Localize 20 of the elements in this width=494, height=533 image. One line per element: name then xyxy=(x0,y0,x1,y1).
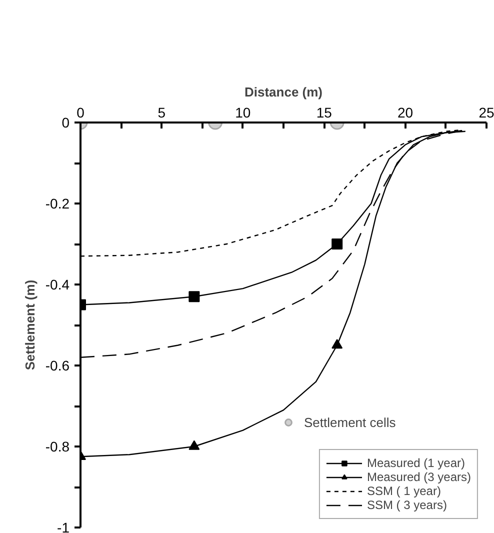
legend-label: Settlement cells xyxy=(304,414,396,430)
x-tick-label: 15 xyxy=(316,104,332,120)
y-tick-label: -0.4 xyxy=(45,276,70,292)
legend-label: Measured (1 year) xyxy=(366,456,465,470)
y-tick-label: -0.8 xyxy=(45,438,70,454)
x-tick-label: 0 xyxy=(76,104,85,120)
point xyxy=(188,291,200,302)
x-axis-title: Distance (m) xyxy=(244,84,323,100)
x-tick-label: 10 xyxy=(235,104,251,120)
legend-label: SSM ( 1 year) xyxy=(366,484,441,498)
x-tick-label: 20 xyxy=(398,104,414,120)
legend-label: SSM ( 3 years) xyxy=(366,498,447,512)
y-axis-title: Settlement (m) xyxy=(22,280,38,370)
y-tick-label: -1 xyxy=(57,520,70,533)
legend-label: Measured (3 years) xyxy=(366,470,471,484)
x-tick-label: 5 xyxy=(158,104,166,120)
y-tick-label: 0 xyxy=(62,114,70,130)
y-tick-label: -0.6 xyxy=(45,358,70,374)
x-tick-label: 25 xyxy=(478,104,494,120)
y-tick-label: -0.2 xyxy=(45,196,70,212)
